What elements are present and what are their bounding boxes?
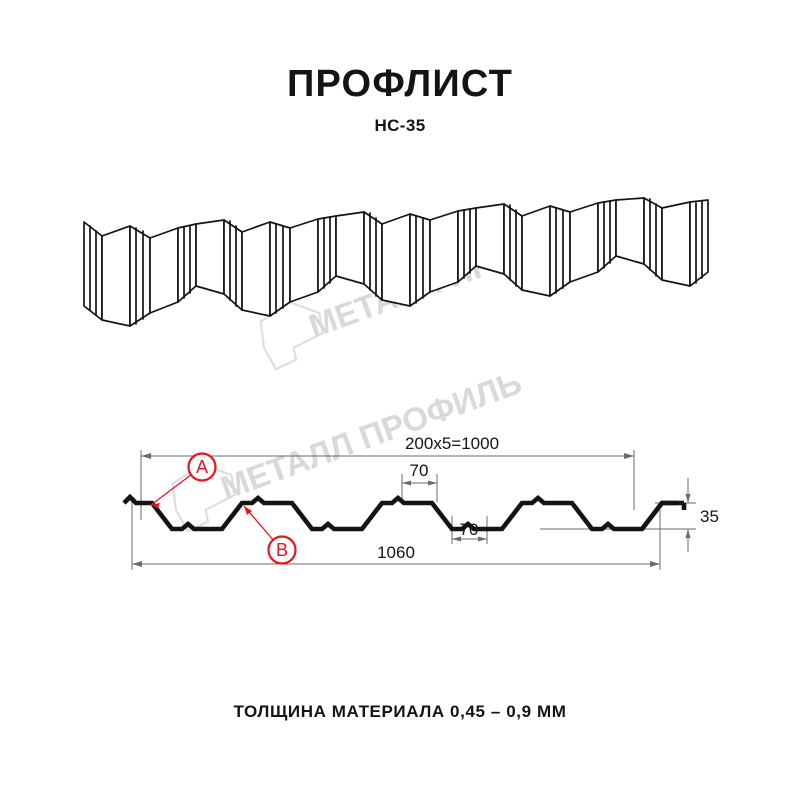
- callout-b-circle: [267, 535, 297, 565]
- dimension-top-flat-label: 70: [410, 461, 429, 480]
- cross-section-drawing: МЕТАЛЛ ПРОФИЛЬ 200x5=1000 70: [110, 363, 719, 592]
- callout-a: A: [150, 452, 217, 508]
- dimension-working-width: [140, 450, 635, 520]
- page-title: ПРОФЛИСТ: [287, 63, 513, 105]
- header: ПРОФЛИСТ НС-35: [0, 62, 800, 136]
- profile-section-outline: [122, 493, 687, 532]
- callout-a-label: A: [196, 457, 208, 477]
- callout-a-circle: [187, 452, 217, 482]
- isometric-profile-view: МЕТАЛЛ ПРОФИЛЬ: [78, 197, 738, 371]
- material-thickness-label: ТОЛЩИНА МАТЕРИАЛА 0,45 – 0,9 ММ: [233, 702, 567, 721]
- dimension-profile-height-label: 35: [700, 507, 719, 526]
- dimension-working-width-label: 200x5=1000: [405, 434, 499, 453]
- profile-model-label: НС-35: [374, 116, 426, 135]
- dimension-profile-height: [540, 478, 696, 552]
- footer: ТОЛЩИНА МАТЕРИАЛА 0,45 – 0,9 ММ: [0, 702, 800, 722]
- callout-b-label: B: [276, 540, 288, 560]
- callout-b: B: [243, 505, 297, 565]
- dimension-overall-width: [131, 500, 661, 570]
- dimension-top-flat: [401, 474, 438, 502]
- dimension-overall-width-label: 1060: [377, 543, 415, 562]
- corrugation-body: [83, 197, 709, 327]
